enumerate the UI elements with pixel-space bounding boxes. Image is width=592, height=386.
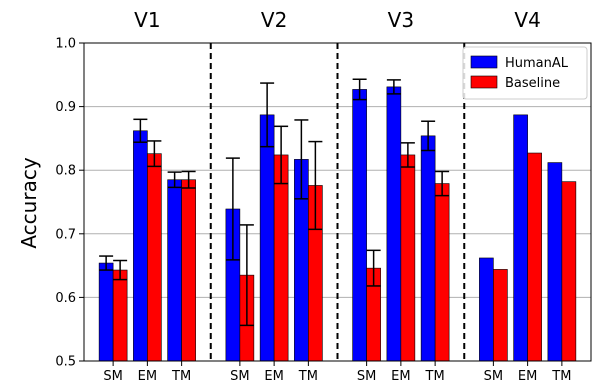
- legend-label-baseline: Baseline: [505, 76, 560, 91]
- y-tick-label: 1.0: [55, 37, 76, 52]
- x-tick-label: TM: [425, 369, 445, 384]
- x-tick-label: SM: [103, 369, 122, 384]
- bar-humanal-v1-sm: [98, 262, 114, 362]
- bar-humanal-v2-em: [259, 114, 275, 362]
- bar-baseline-v4-tm: [561, 181, 577, 362]
- bar-humanal-v4-tm: [547, 162, 563, 362]
- plot-frame: [83, 42, 592, 362]
- y-tick-label: 0.8: [55, 164, 76, 179]
- x-tick-label: EM: [518, 369, 537, 384]
- x-tick-label: EM: [138, 369, 157, 384]
- bar-humanal-v4-sm: [479, 257, 494, 362]
- bar-humanal-v3-em: [386, 86, 402, 362]
- x-tick-label: TM: [298, 369, 318, 384]
- bar-humanal-v4-em: [513, 114, 528, 362]
- bar-baseline-v4-em: [527, 152, 542, 362]
- x-tick-label: TM: [551, 369, 571, 384]
- x-tick-label: SM: [357, 369, 376, 384]
- group-titles: V1 V2 V3 V4: [134, 8, 541, 32]
- y-tick-label: 0.7: [55, 227, 76, 242]
- group-title-v4: V4: [514, 8, 540, 32]
- bar-baseline-v3-tm: [434, 183, 450, 362]
- x-tick-label: EM: [391, 369, 410, 384]
- bar-baseline-v1-sm: [112, 269, 128, 362]
- legend-swatch-humanal: [470, 55, 498, 69]
- legend-swatch-baseline: [470, 75, 498, 89]
- legend-box: [462, 46, 588, 100]
- y-tick-label: 0.9: [55, 100, 76, 115]
- legend: HumanAL Baseline: [462, 46, 588, 100]
- bar-humanal-v3-tm: [420, 135, 436, 362]
- error-bars: [99, 78, 450, 327]
- y-axis-label: Accuracy: [17, 157, 41, 248]
- x-tick-label: SM: [484, 369, 503, 384]
- bar-baseline-v4-sm: [493, 269, 508, 362]
- group-title-v2: V2: [261, 8, 287, 32]
- legend-label-humanal: HumanAL: [505, 56, 569, 71]
- x-tick-label: EM: [264, 369, 283, 384]
- bar-humanal-v1-tm: [167, 179, 182, 362]
- bar-baseline-v3-em: [400, 154, 416, 362]
- bar-baseline-v1-em: [147, 153, 162, 362]
- bar-humanal-v3-sm: [352, 89, 367, 362]
- y-tick-label: 0.5: [55, 355, 76, 370]
- axes: 0.5 0.6 0.7 0.8 0.9 1.0 SM EM TM SM EM TM SM EM TM SM EM…: [55, 37, 571, 385]
- bar-baseline-v2-em: [273, 154, 289, 362]
- group-title-v3: V3: [388, 8, 414, 32]
- group-title-v1: V1: [134, 8, 160, 32]
- bar-humanal-v1-em: [133, 130, 148, 362]
- y-tick-label: 0.6: [55, 291, 76, 306]
- x-tick-label: TM: [171, 369, 191, 384]
- x-tick-label: SM: [230, 369, 249, 384]
- bar-baseline-v1-tm: [181, 179, 196, 362]
